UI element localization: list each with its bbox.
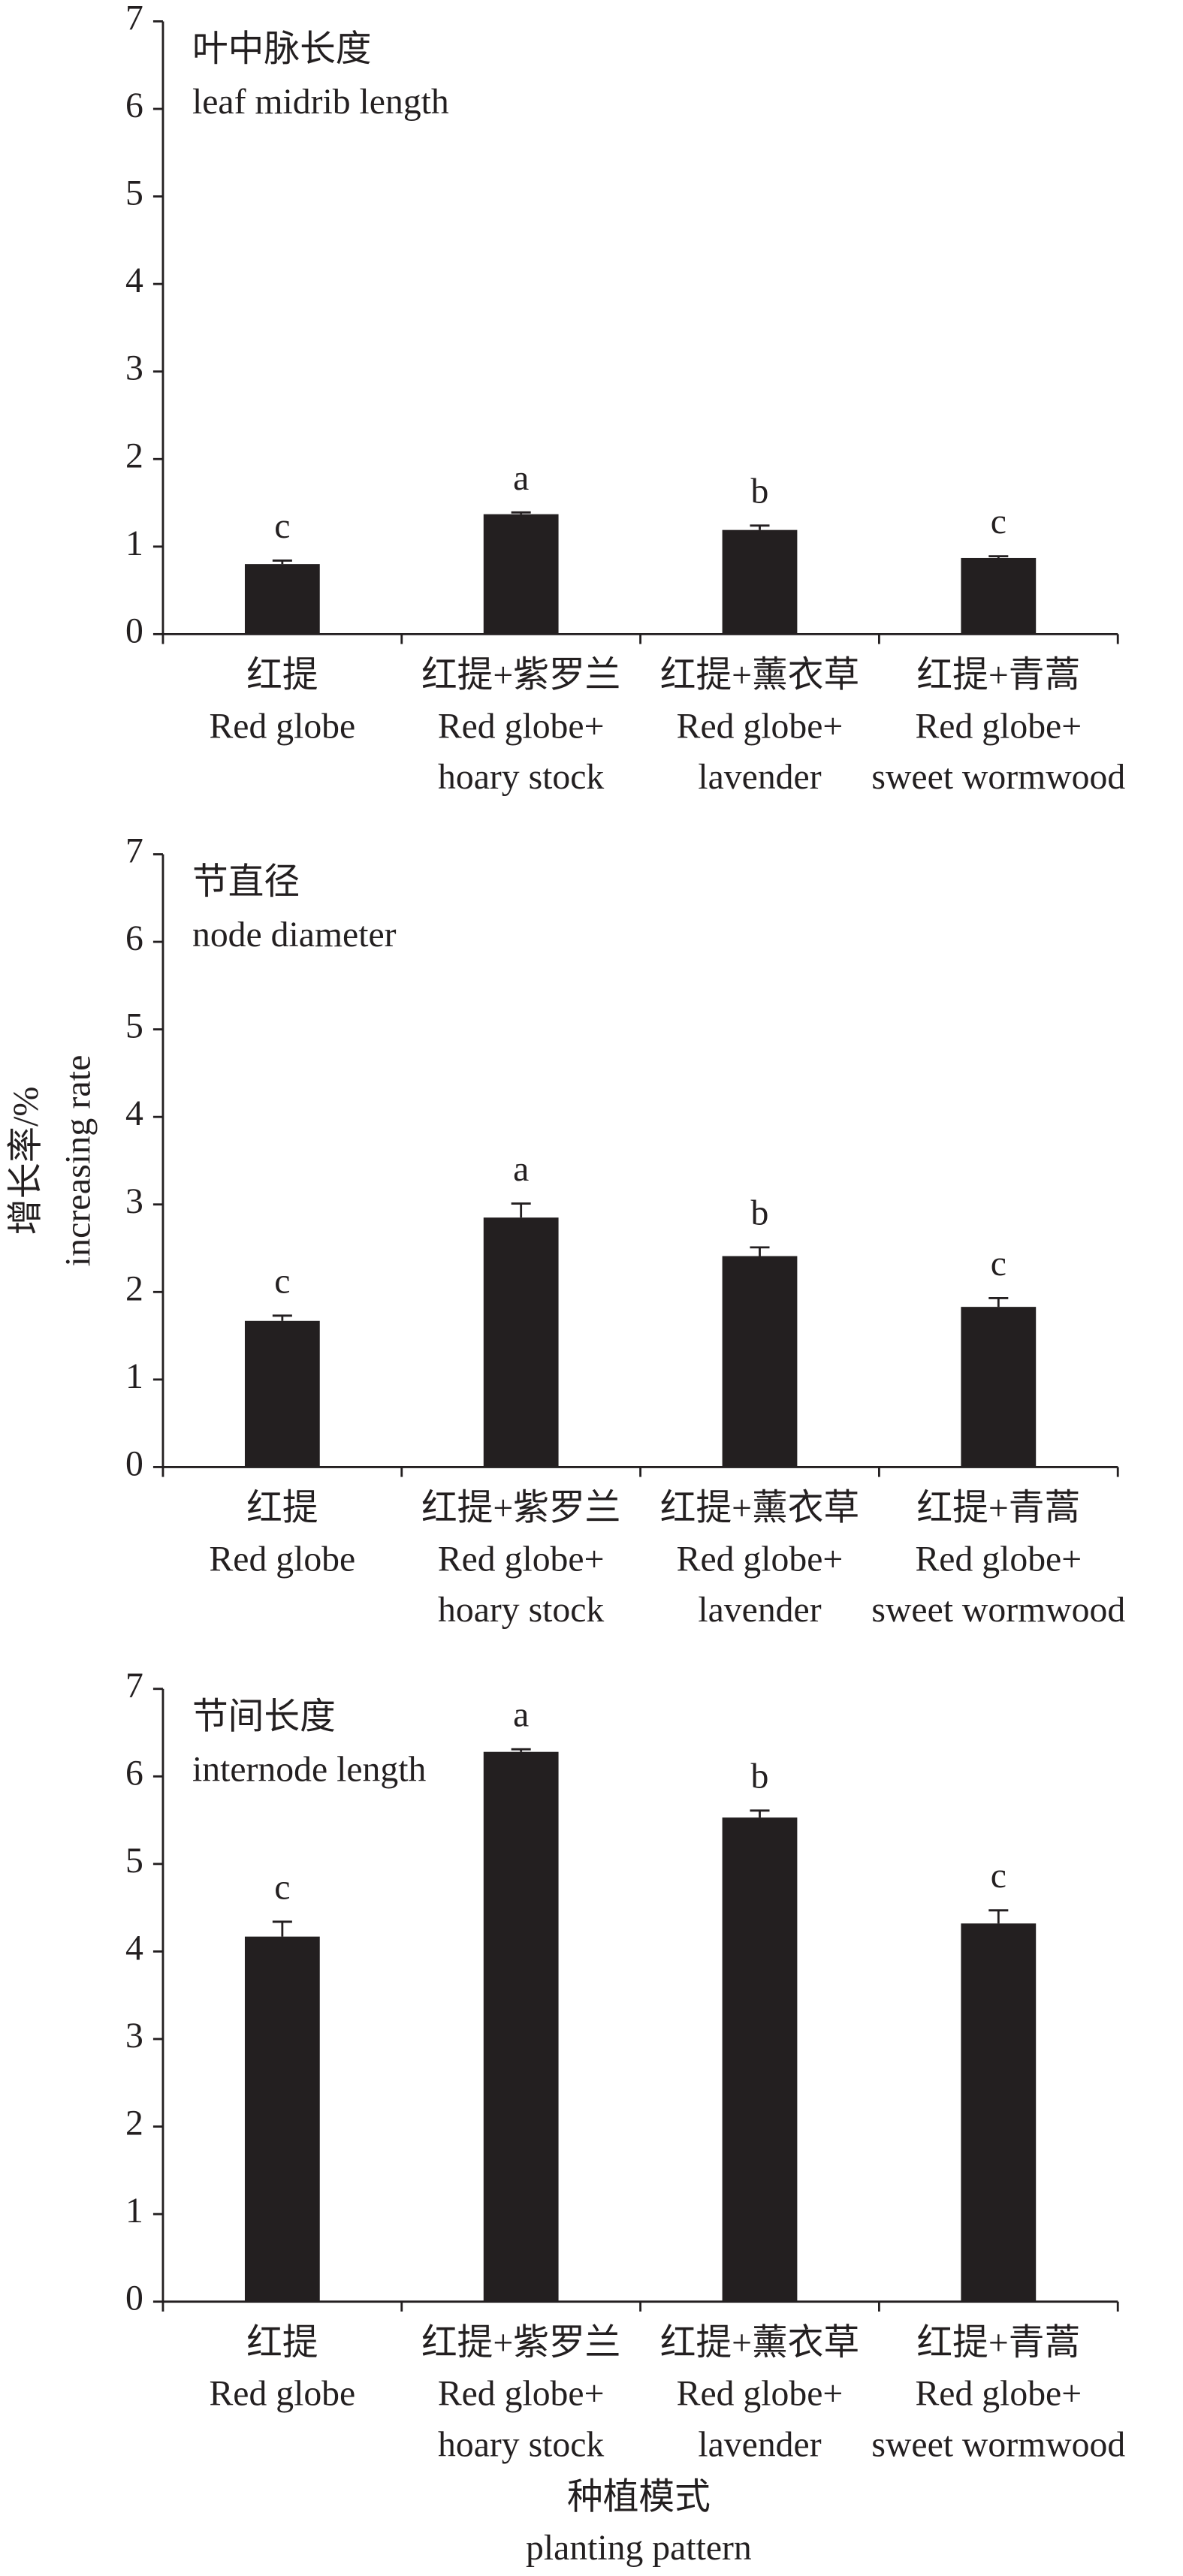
significance-letter: b (751, 1756, 769, 1796)
x-tick-label: Red globe+ (915, 2373, 1082, 2413)
bar (961, 1307, 1037, 1467)
x-tick-label: sweet wormwood (871, 1590, 1125, 1630)
bar (244, 1936, 320, 2302)
y-tick-label: 2 (125, 2103, 143, 2143)
chart-title: 叶中脉长度 (192, 29, 372, 69)
x-tick-label: 红提+紫罗兰 (421, 2323, 620, 2363)
x-tick-label: Red globe+ (677, 706, 843, 746)
bar (244, 564, 320, 635)
x-tick-label: 红提+薰衣草 (660, 655, 859, 695)
y-tick-label: 3 (125, 348, 143, 388)
x-tick-label: lavender (698, 1590, 821, 1630)
y-tick-label: 6 (125, 918, 143, 958)
y-tick-label: 5 (125, 1006, 143, 1045)
bar (961, 1923, 1037, 2302)
y-tick-label: 4 (125, 261, 143, 300)
bar (961, 557, 1037, 635)
x-tick-label: 红提 (246, 655, 318, 695)
x-tick-label: lavender (698, 757, 821, 797)
bar (483, 1217, 559, 1467)
x-tick-label: hoary stock (438, 2424, 604, 2464)
chart-title: 节直径 (192, 862, 300, 902)
y-tick-label: 4 (125, 1093, 143, 1133)
chart-subtitle: internode length (192, 1749, 426, 1789)
y-tick-label: 7 (125, 1666, 143, 1706)
x-tick-label: Red globe+ (438, 2373, 605, 2413)
x-axis-label: planting pattern (526, 2528, 752, 2568)
significance-letter: b (751, 1193, 769, 1232)
x-tick-label: sweet wormwood (871, 2424, 1125, 2464)
significance-letter: c (274, 506, 290, 546)
x-tick-label: Red globe (209, 1539, 355, 1579)
y-tick-label: 2 (125, 436, 143, 475)
significance-letter: a (513, 1694, 529, 1734)
bar (483, 1751, 559, 2302)
y-tick-label: 5 (125, 173, 143, 213)
x-tick-label: lavender (698, 2424, 821, 2464)
chart-title: 节间长度 (192, 1697, 336, 1736)
significance-letter: c (274, 1261, 290, 1301)
x-tick-label: 红提+紫罗兰 (421, 655, 620, 695)
bar (722, 529, 798, 635)
x-tick-label: 红提 (246, 1488, 318, 1528)
y-tick-label: 3 (125, 1181, 143, 1221)
significance-letter: a (513, 458, 529, 498)
significance-letter: c (991, 502, 1006, 541)
x-tick-label: 红提+青蒿 (916, 2323, 1080, 2363)
x-tick-label: Red globe+ (438, 706, 605, 746)
y-tick-label: 3 (125, 2016, 143, 2056)
chart-subtitle: node diameter (192, 915, 397, 955)
x-tick-label: 红提+薰衣草 (660, 1488, 859, 1528)
y-axis-label: increasing rate (59, 1055, 98, 1267)
significance-letter: c (991, 1856, 1006, 1896)
bar (722, 1256, 798, 1467)
y-tick-label: 0 (125, 2279, 143, 2318)
bar (244, 1320, 320, 1467)
x-tick-label: sweet wormwood (871, 757, 1125, 797)
x-tick-label: 红提+紫罗兰 (421, 1488, 620, 1528)
x-tick-label: Red globe (209, 706, 355, 746)
x-tick-label: Red globe+ (915, 1539, 1082, 1579)
y-tick-label: 7 (125, 0, 143, 38)
y-axis-label: 增长率/% (6, 1087, 46, 1235)
y-tick-label: 1 (125, 2191, 143, 2231)
x-tick-label: hoary stock (438, 757, 604, 797)
y-tick-label: 1 (125, 1356, 143, 1396)
y-tick-label: 5 (125, 1841, 143, 1881)
chart-subtitle: leaf midrib length (192, 82, 449, 122)
significance-letter: a (513, 1149, 529, 1189)
y-tick-label: 2 (125, 1268, 143, 1308)
y-tick-label: 4 (125, 1928, 143, 1968)
y-tick-label: 6 (125, 1753, 143, 1793)
x-tick-label: Red globe+ (915, 706, 1082, 746)
x-tick-label: Red globe+ (677, 2373, 843, 2413)
significance-letter: c (274, 1867, 290, 1907)
x-tick-label: 红提 (246, 2323, 318, 2363)
x-tick-label: Red globe+ (438, 1539, 605, 1579)
x-tick-label: hoary stock (438, 1590, 604, 1630)
bar (483, 514, 559, 635)
significance-letter: c (991, 1244, 1006, 1283)
y-tick-label: 6 (125, 86, 143, 125)
x-tick-label: Red globe+ (677, 1539, 843, 1579)
significance-letter: b (751, 471, 769, 511)
y-tick-label: 0 (125, 1443, 143, 1483)
y-tick-label: 0 (125, 611, 143, 650)
bar (722, 1817, 798, 2302)
x-tick-label: 红提+青蒿 (916, 655, 1080, 695)
x-tick-label: 红提+薰衣草 (660, 2323, 859, 2363)
y-tick-label: 7 (125, 831, 143, 870)
x-axis-label: 种植模式 (567, 2477, 711, 2517)
y-tick-label: 1 (125, 523, 143, 563)
x-tick-label: 红提+青蒿 (916, 1488, 1080, 1528)
x-tick-label: Red globe (209, 2373, 355, 2413)
